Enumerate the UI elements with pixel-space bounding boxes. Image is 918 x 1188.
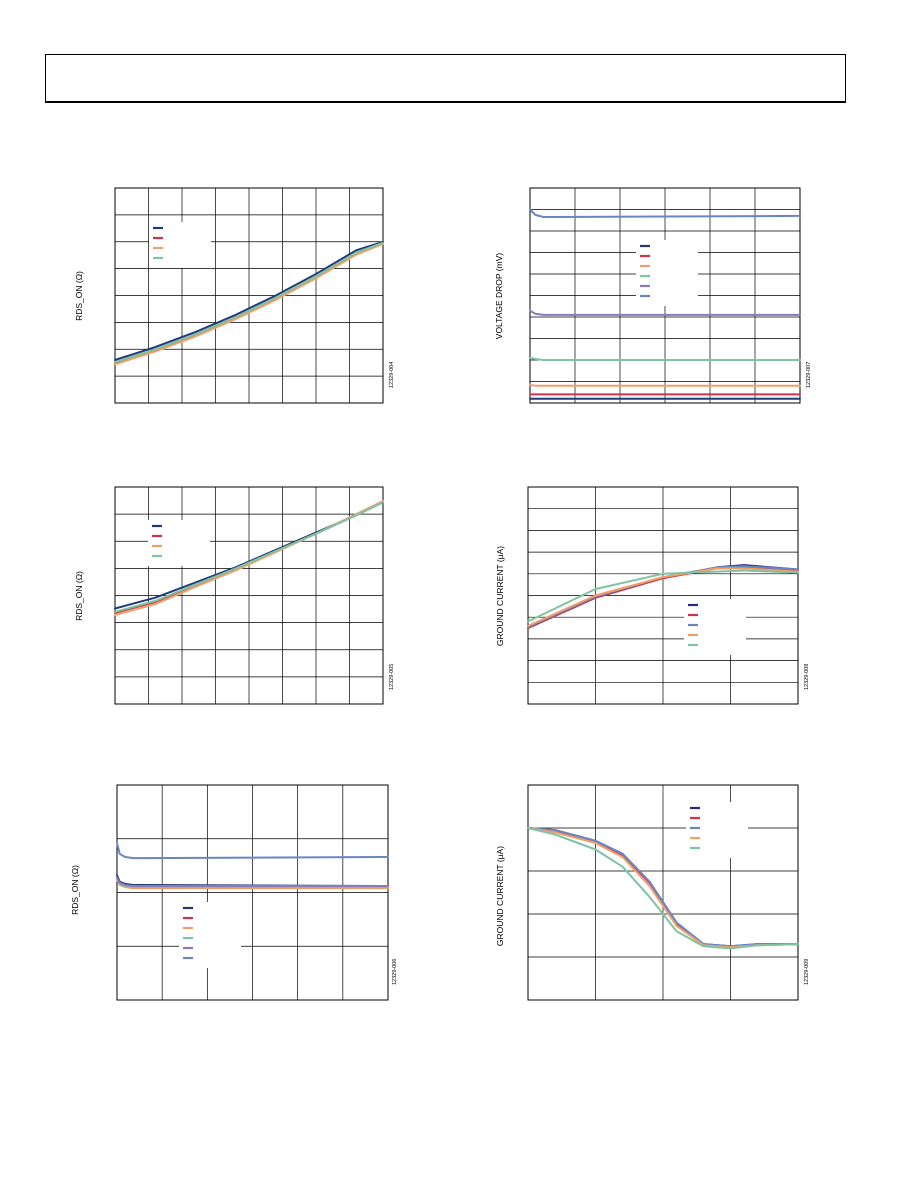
plot-frame: [114, 187, 384, 404]
chart-09-006: RDS_ON (Ω) 12329-006: [70, 784, 398, 1001]
series-line: [114, 241, 384, 364]
series-line: [529, 208, 801, 218]
y-axis-label: GROUND CURRENT (μA): [495, 846, 505, 946]
figure-id: 12329-008: [804, 664, 810, 690]
y-axis-label: RDS_ON (Ω): [70, 865, 80, 915]
series-line: [529, 383, 801, 387]
legend-box: [148, 520, 210, 566]
plot-frame: [527, 486, 799, 705]
chart-09-005: RDS_ON (Ω) 12329-005: [74, 486, 395, 705]
figure-id: 12329-009: [804, 959, 810, 985]
chart-09-007: VOLTAGE DROP (mV) 12329-007: [494, 187, 812, 404]
series-line: [529, 309, 801, 316]
figure-id: 12329-006: [392, 959, 398, 985]
series-line: [114, 501, 384, 613]
series-line: [114, 240, 384, 361]
y-axis-label: VOLTAGE DROP (mV): [494, 253, 504, 340]
series-line: [527, 569, 799, 623]
plot-frame: [114, 486, 384, 705]
series-line: [527, 827, 799, 948]
y-axis-label: RDS_ON (Ω): [74, 571, 84, 621]
chart-09-009: GROUND CURRENT (μA) 12329-009: [495, 784, 810, 1001]
legend-box: [684, 599, 746, 655]
figure-id: 12329-004: [389, 362, 395, 388]
plot-frame: [116, 784, 389, 1001]
plot-frame: [529, 187, 801, 404]
y-axis-label: RDS_ON (Ω): [74, 271, 84, 321]
series-line: [527, 827, 799, 950]
figure-id: 12329-005: [389, 664, 395, 690]
page-header-box: [45, 54, 846, 103]
y-axis-label: GROUND CURRENT (μA): [495, 546, 505, 646]
series-line: [116, 842, 389, 860]
figure-id: 12329-007: [806, 362, 812, 388]
series-line: [116, 876, 389, 887]
series-line: [114, 242, 384, 366]
chart-09-008: GROUND CURRENT (μA) 12329-008: [495, 486, 810, 705]
plot-frame: [527, 784, 799, 1001]
legend-box: [149, 222, 211, 268]
series-line: [529, 356, 801, 361]
chart-09-004: RDS_ON (Ω) 12329-004: [74, 187, 395, 404]
legend-box: [686, 802, 748, 858]
